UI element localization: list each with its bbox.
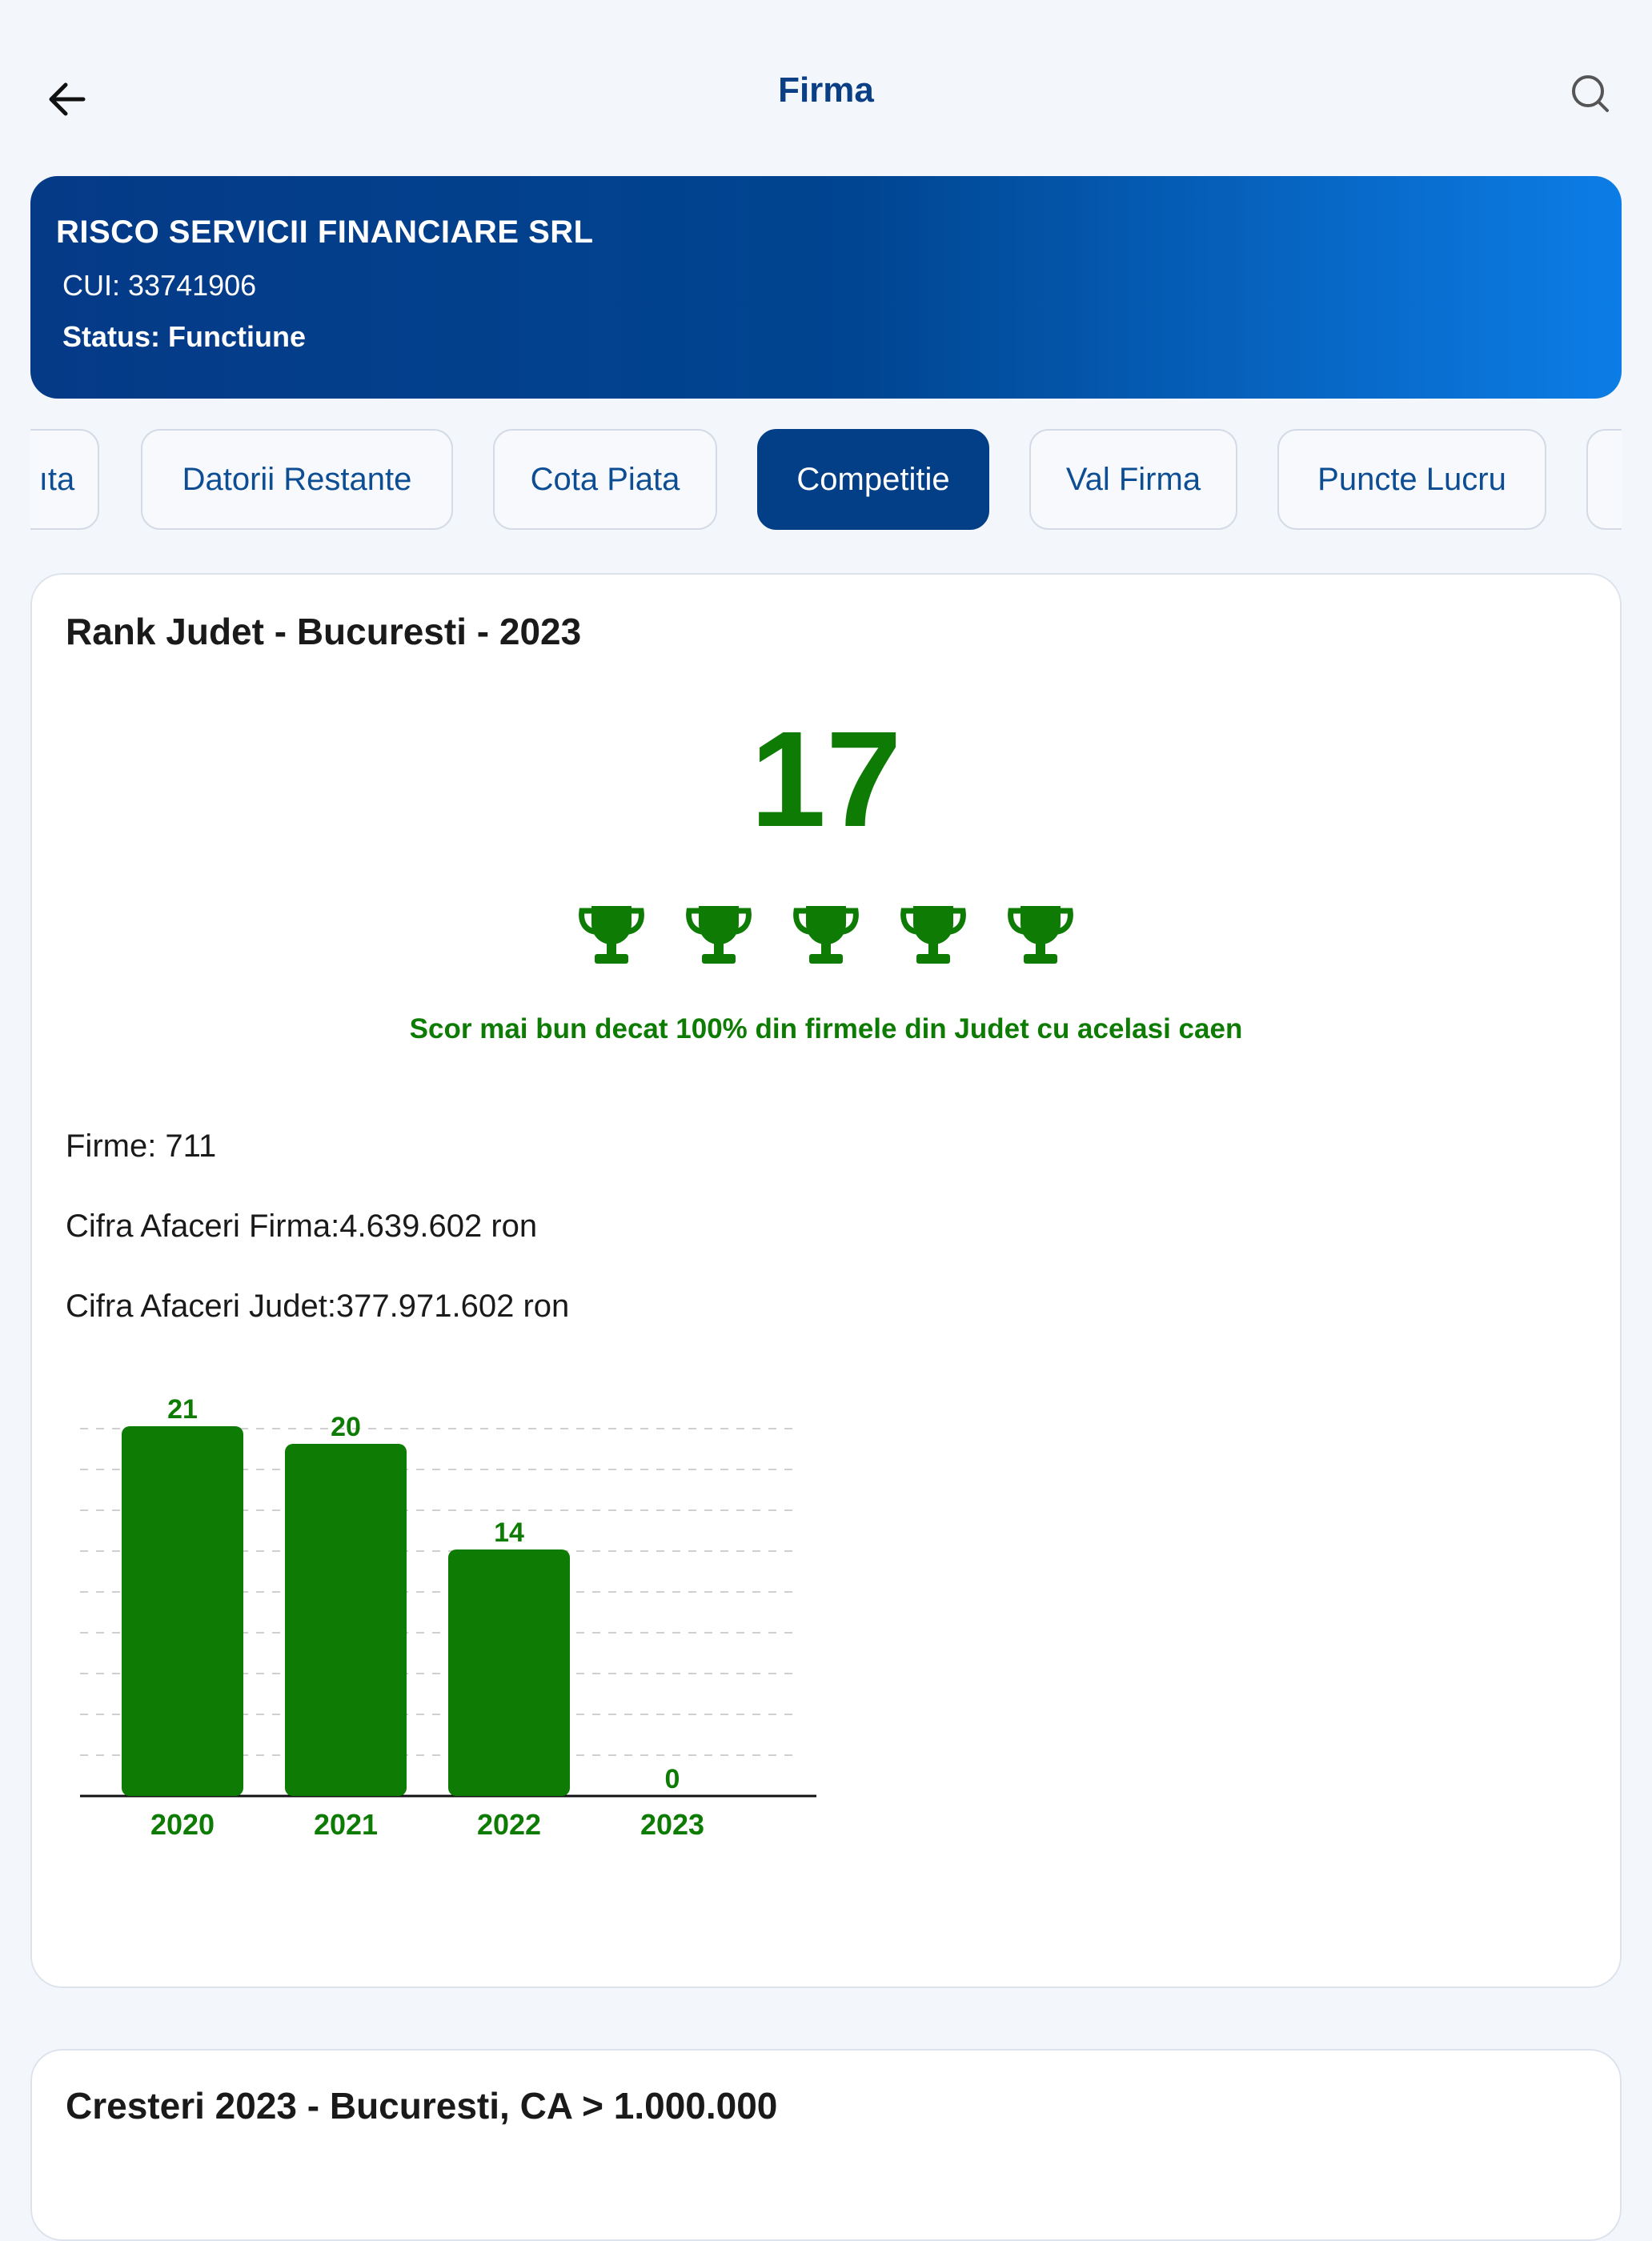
chart-category-label: 2020 bbox=[150, 1808, 215, 1841]
chart-category-label: 2023 bbox=[640, 1808, 704, 1841]
chart-value-label: 14 bbox=[494, 1517, 524, 1548]
tab-datorii-restante[interactable]: Datorii Restante bbox=[141, 429, 453, 530]
trophy-icon bbox=[1008, 906, 1073, 964]
cifra-afaceri-firma: Cifra Afaceri Firma:4.639.602 ron bbox=[66, 1209, 538, 1244]
chart-bar-2021 bbox=[285, 1444, 407, 1796]
section-tabs: ıta Datorii Restante Cota Piata Competit… bbox=[30, 429, 1622, 533]
trophy-icon bbox=[900, 906, 966, 964]
tab-partial-left[interactable]: ıta bbox=[30, 429, 99, 530]
arrow-left-icon bbox=[49, 82, 86, 116]
trophy-icon bbox=[579, 906, 644, 964]
chart-value-label: 21 bbox=[167, 1394, 198, 1425]
firme-count: Firme: 711 bbox=[66, 1129, 217, 1164]
rank-value: 17 bbox=[750, 704, 902, 856]
page-title: Firma bbox=[778, 70, 874, 110]
company-name: RISCO SERVICII FINANCIARE SRL bbox=[56, 214, 594, 250]
chart-bar-2020 bbox=[122, 1426, 243, 1796]
tab-partial-right[interactable] bbox=[1586, 429, 1622, 530]
trophy-row bbox=[32, 903, 1620, 967]
growth-card-title: Cresteri 2023 - Bucuresti, CA > 1.000.00… bbox=[66, 2085, 778, 2127]
chart-value-label: 0 bbox=[665, 1764, 680, 1794]
chart-category-label: 2021 bbox=[314, 1808, 378, 1841]
company-cui: CUI: 33741906 bbox=[62, 269, 257, 302]
rank-card-title: Rank Judet - Bucuresti - 2023 bbox=[66, 611, 582, 652]
trophy-icon bbox=[793, 906, 859, 964]
score-text: Scor mai bun decat 100% din firmele din … bbox=[409, 1013, 1243, 1044]
search-icon bbox=[1572, 75, 1609, 112]
growth-card: Cresteri 2023 - Bucuresti, CA > 1.000.00… bbox=[30, 2049, 1622, 2241]
top-bar: Firma bbox=[0, 0, 1652, 176]
company-card: RISCO SERVICII FINANCIARE SRL CUI: 33741… bbox=[30, 176, 1622, 399]
tab-cota-piata[interactable]: Cota Piata bbox=[493, 429, 717, 530]
search-button[interactable] bbox=[1567, 70, 1615, 118]
chart-category-label: 2022 bbox=[477, 1808, 541, 1841]
company-status: Status: Functiune bbox=[62, 320, 306, 353]
tab-puncte-lucru[interactable]: Puncte Lucru bbox=[1277, 429, 1546, 530]
trophy-icon bbox=[686, 906, 752, 964]
tab-competitie[interactable]: Competitie bbox=[757, 429, 989, 530]
tab-val-firma[interactable]: Val Firma bbox=[1029, 429, 1237, 530]
back-button[interactable] bbox=[42, 74, 93, 125]
chart-bar-2022 bbox=[448, 1549, 570, 1796]
rank-card: Rank Judet - Bucuresti - 2023 17 Scor ma… bbox=[30, 573, 1622, 1988]
chart-value-label: 20 bbox=[331, 1412, 361, 1442]
cifra-afaceri-judet: Cifra Afaceri Judet:377.971.602 ron bbox=[66, 1289, 570, 1324]
